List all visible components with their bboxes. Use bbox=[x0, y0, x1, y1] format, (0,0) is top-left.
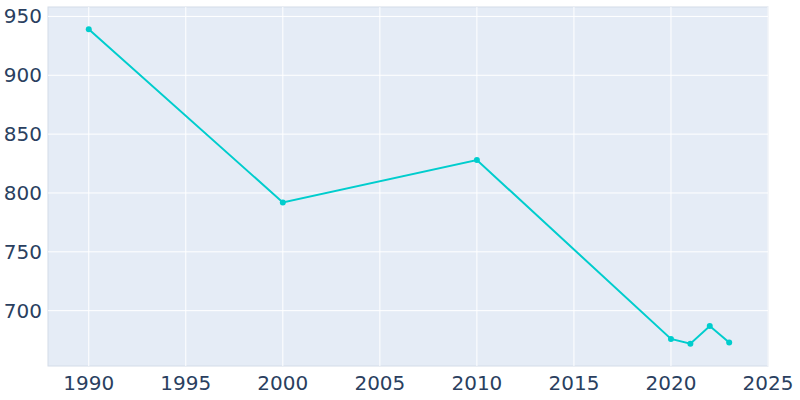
plot-area bbox=[48, 7, 768, 366]
y-tick-label: 950 bbox=[4, 4, 42, 28]
y-grid-line bbox=[48, 16, 768, 17]
x-tick-label: 2000 bbox=[257, 371, 308, 395]
line bbox=[89, 29, 729, 343]
y-tick-label: 750 bbox=[4, 240, 42, 264]
y-tick-label: 800 bbox=[4, 181, 42, 205]
x-tick-label: 2005 bbox=[354, 371, 405, 395]
y-tick-label: 700 bbox=[4, 299, 42, 323]
y-grid-line bbox=[48, 134, 768, 135]
y-grid-line bbox=[48, 310, 768, 311]
chart-svg: 1990 1995 2000 2005 2010 2015 2020 2025 700 750 80… bbox=[0, 0, 800, 400]
data-group bbox=[86, 26, 732, 346]
x-tick-label: 2020 bbox=[646, 371, 697, 395]
point bbox=[280, 199, 286, 205]
x-grid-line bbox=[88, 7, 89, 366]
point bbox=[668, 336, 674, 342]
y-grid-line bbox=[48, 251, 768, 252]
y-tick-label: 900 bbox=[4, 63, 42, 87]
point bbox=[707, 323, 713, 329]
point bbox=[86, 26, 92, 32]
y-grid-line bbox=[48, 192, 768, 193]
chart: 1990 1995 2000 2005 2010 2015 2020 2025 700 750 80… bbox=[0, 0, 800, 400]
point bbox=[687, 341, 693, 347]
point bbox=[474, 157, 480, 163]
x-grid-line bbox=[573, 7, 574, 366]
point bbox=[726, 339, 732, 345]
x-grid-line bbox=[379, 7, 380, 366]
y-grid-line bbox=[48, 75, 768, 76]
x-tick-label: 2015 bbox=[548, 371, 599, 395]
y-tick-label: 850 bbox=[4, 122, 42, 146]
x-tick-label: 2025 bbox=[743, 371, 794, 395]
x-grid-line bbox=[670, 7, 671, 366]
x-grid-line bbox=[768, 7, 769, 366]
x-tick-label: 2010 bbox=[451, 371, 502, 395]
x-tick-label: 1995 bbox=[160, 371, 211, 395]
x-grid-line bbox=[282, 7, 283, 366]
x-tick-label: 1990 bbox=[63, 371, 114, 395]
x-grid-line bbox=[185, 7, 186, 366]
x-grid-line bbox=[476, 7, 477, 366]
